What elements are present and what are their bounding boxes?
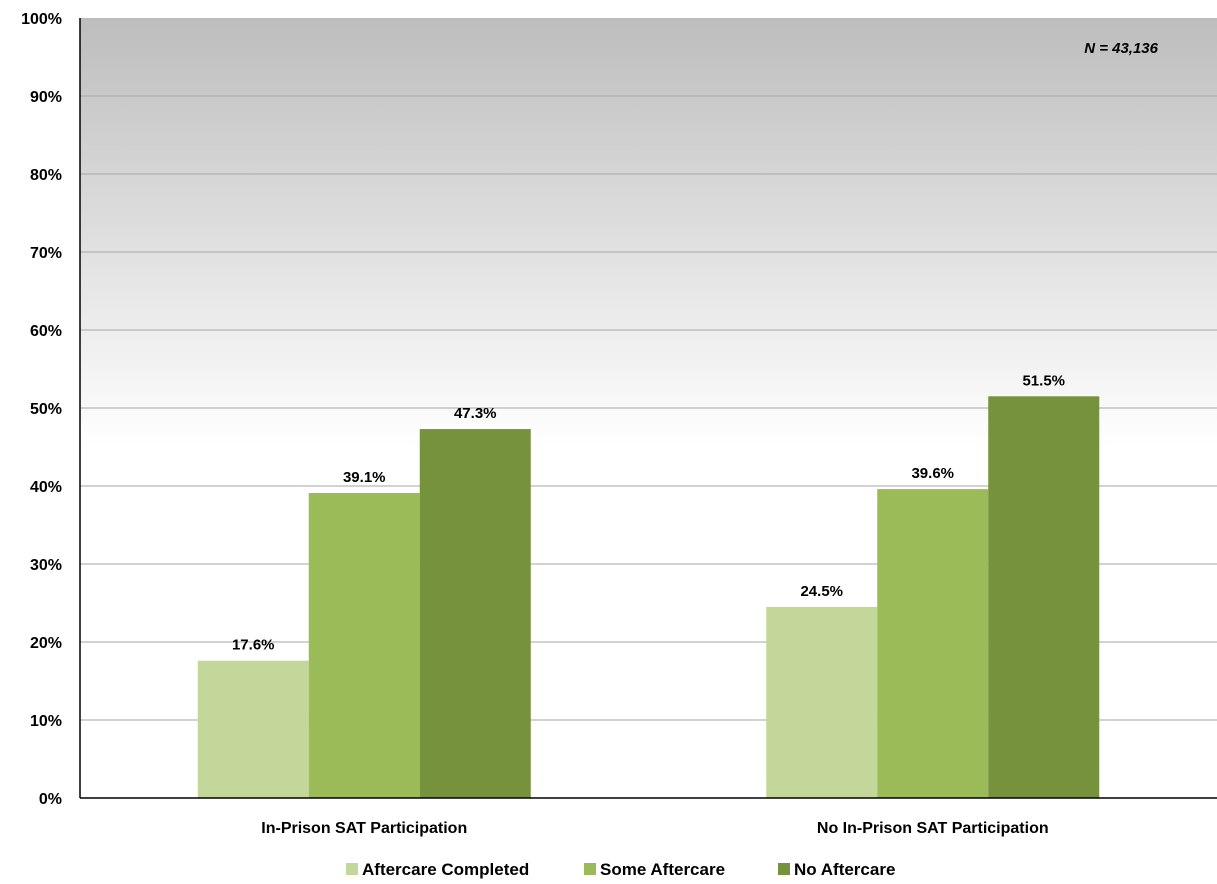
y-tick-label: 30% bbox=[30, 557, 62, 574]
y-tick-label: 20% bbox=[30, 635, 62, 652]
bars bbox=[197, 396, 1100, 798]
y-tick-label: 100% bbox=[21, 11, 62, 28]
legend-item: Aftercare Completed bbox=[346, 860, 529, 879]
bar bbox=[766, 606, 878, 798]
x-category-label: No In-Prison SAT Participation bbox=[817, 820, 1049, 837]
y-tick-label: 50% bbox=[30, 401, 62, 418]
y-tick-label: 80% bbox=[30, 167, 62, 184]
x-category-label: In-Prison SAT Participation bbox=[261, 820, 467, 837]
legend-label: No Aftercare bbox=[794, 860, 895, 879]
legend-item: Some Aftercare bbox=[584, 860, 725, 879]
legend-swatch bbox=[346, 863, 358, 875]
legend-label: Some Aftercare bbox=[600, 860, 725, 879]
y-tick-label: 40% bbox=[30, 479, 62, 496]
x-axis-categories: In-Prison SAT Participation No In-Prison … bbox=[261, 820, 1048, 837]
y-tick-label: 0% bbox=[39, 791, 62, 808]
data-label: 39.1% bbox=[343, 469, 386, 486]
data-label: 47.3% bbox=[454, 405, 497, 422]
y-axis-ticks: 0% 10% 20% 30% 40% 50% 60% 70% 80% 90% 100% bbox=[21, 11, 62, 808]
y-tick-label: 70% bbox=[30, 245, 62, 262]
bar bbox=[877, 489, 989, 798]
data-label: 39.6% bbox=[911, 465, 954, 482]
legend-item: No Aftercare bbox=[778, 860, 895, 879]
legend: Aftercare Completed Some Aftercare No Afte… bbox=[346, 860, 895, 879]
y-tick-label: 60% bbox=[30, 323, 62, 340]
legend-swatch bbox=[584, 863, 596, 875]
y-tick-label: 90% bbox=[30, 89, 62, 106]
data-label: 51.5% bbox=[1022, 372, 1065, 389]
sample-size-annotation: N = 43,136 bbox=[1084, 40, 1158, 57]
bar bbox=[988, 396, 1100, 798]
legend-swatch bbox=[778, 863, 790, 875]
data-labels: 17.6% 39.1% 47.3% 24.5% 39.6% 51.5% bbox=[232, 372, 1065, 653]
bar bbox=[308, 493, 420, 798]
data-label: 24.5% bbox=[800, 583, 843, 600]
y-tick-label: 10% bbox=[30, 713, 62, 730]
bar bbox=[419, 429, 531, 798]
legend-label: Aftercare Completed bbox=[362, 860, 529, 879]
data-label: 17.6% bbox=[232, 637, 275, 654]
bar bbox=[197, 660, 309, 798]
